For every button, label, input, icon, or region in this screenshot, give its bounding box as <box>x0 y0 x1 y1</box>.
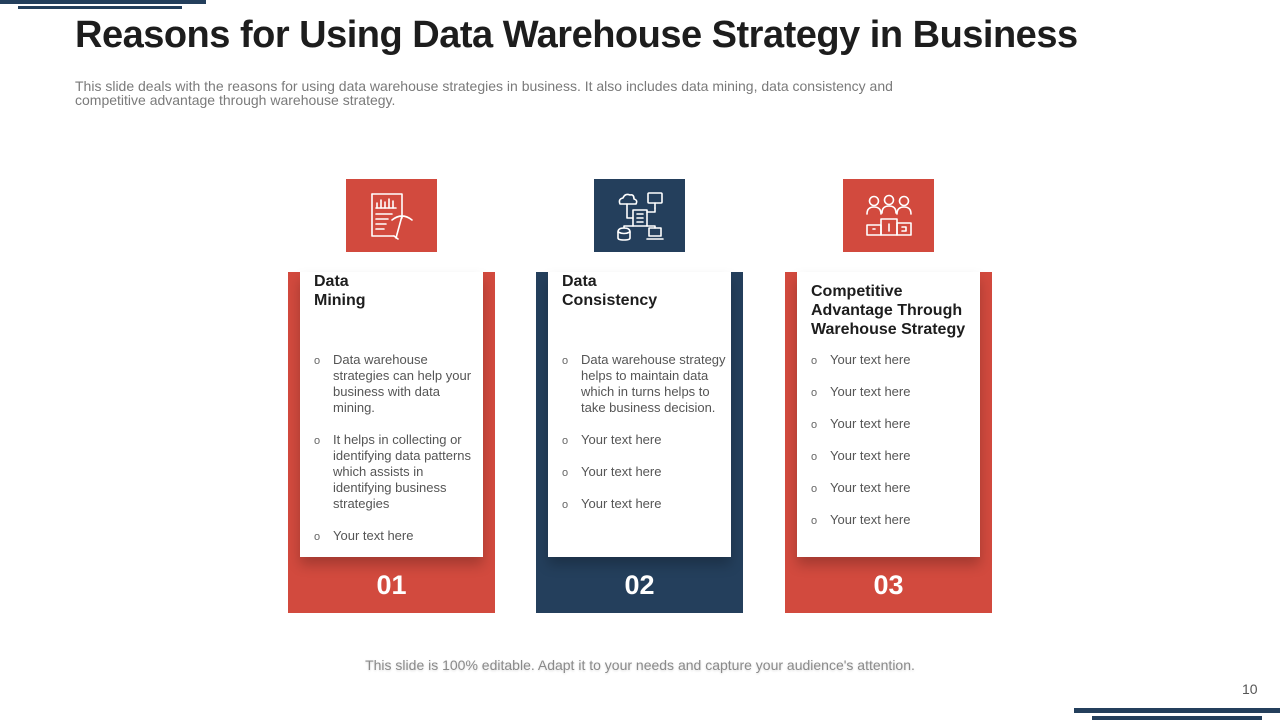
bullet-marker: o <box>562 499 569 511</box>
bullet-marker: o <box>811 419 818 431</box>
data-mining-icon-box <box>346 179 437 252</box>
list-item: o Your text here <box>811 416 977 432</box>
bullet-marker: o <box>811 451 818 463</box>
page-number: 10 <box>1242 681 1258 697</box>
card-number: 02 <box>624 570 655 600</box>
bullet-text: Your text here <box>333 528 414 543</box>
bullet-text: Your text here <box>581 464 662 479</box>
bullet-text: Your text here <box>581 496 662 511</box>
card-title-line: Data Mining <box>314 273 366 309</box>
bullet-text: It helps in collecting or identifying da… <box>333 432 472 511</box>
bottom-decoration-bar <box>1092 716 1262 720</box>
list-item: o Your text here <box>811 512 977 528</box>
card-title-line: Competitive Advantage Through Warehouse St… <box>811 283 966 338</box>
list-item: o Your text here <box>811 480 977 496</box>
list-item: o Your text here <box>562 496 728 512</box>
bullet-text: Your text here <box>830 480 911 495</box>
bullet-marker: o <box>314 435 321 447</box>
slide-title: Reasons for Using Data Warehouse Strateg… <box>75 14 1078 56</box>
bullet-text: Your text here <box>581 432 662 447</box>
card-body <box>797 272 980 557</box>
bullet-text: Your text here <box>830 384 911 399</box>
bullet-marker: o <box>811 387 818 399</box>
list-item: o Your text here <box>811 448 977 464</box>
top-decoration-bar <box>0 0 206 4</box>
bullet-text: Your text here <box>830 352 911 367</box>
bottom-decoration <box>1074 708 1280 720</box>
bullet-marker: o <box>811 355 818 367</box>
bottom-decoration-bar <box>1074 708 1280 713</box>
bullet-marker: o <box>811 515 818 527</box>
bullet-text: Your text here <box>830 512 911 527</box>
card-title: Data Consistency <box>562 272 732 310</box>
data-mining-icon <box>370 192 413 240</box>
bullet-text: Your text here <box>830 448 911 463</box>
reason-card-3: Competitive Advantage Through Warehouse St… <box>785 272 992 613</box>
card-title-line: Data Consistency <box>562 273 658 309</box>
data-network-icon <box>616 191 664 241</box>
bullet-marker: o <box>562 467 569 479</box>
bullet-marker: o <box>562 355 569 367</box>
bullet-marker: o <box>314 355 321 367</box>
bullet-text: Your text here <box>830 416 911 431</box>
top-decoration <box>0 0 206 9</box>
slide-subtitle: This slide deals with the reasons for us… <box>75 78 893 108</box>
card-bullet-list: o Data warehouse strategies can help your… <box>314 352 480 560</box>
bullet-marker: o <box>562 435 569 447</box>
bullet-text: Data warehouse strategy helps to maintai… <box>581 352 726 415</box>
card-title: Competitive Advantage Through Warehouse St… <box>811 282 981 339</box>
card-number: 03 <box>873 570 904 600</box>
list-item: o Your text here <box>562 432 728 448</box>
team-podium-icon <box>865 194 912 236</box>
list-item: o Your text here <box>811 352 977 368</box>
data-network-icon-box <box>594 179 685 252</box>
bullet-text: Data warehouse strategies can help your … <box>333 352 472 415</box>
card-body <box>300 272 483 557</box>
top-decoration-bar <box>18 6 182 9</box>
card-bullet-list: o Data warehouse strategy helps to mainta… <box>562 352 728 528</box>
card-body <box>548 272 731 557</box>
reason-card-1: Data Mining o Data warehouse strategies ca… <box>288 272 495 613</box>
bullet-marker: o <box>314 531 321 543</box>
card-bullet-list: o Your text here o Your text here o Your te… <box>811 352 977 544</box>
card-number: 01 <box>376 570 407 600</box>
list-item: o Your text here <box>811 384 977 400</box>
list-item: o It helps in collecting or identifying d… <box>314 432 480 512</box>
reason-card-2: Data Consistency o Data warehouse strategy… <box>536 272 743 613</box>
slide-footer-note: This slide is 100% editable. Adapt it to… <box>365 657 915 673</box>
list-item: o Data warehouse strategies can help your… <box>314 352 480 416</box>
list-item: o Data warehouse strategy helps to mainta… <box>562 352 728 416</box>
team-podium-icon-box <box>843 179 934 252</box>
list-item: o Your text here <box>562 464 728 480</box>
list-item: o Your text here <box>314 528 480 544</box>
card-title: Data Mining <box>314 272 484 310</box>
bullet-marker: o <box>811 483 818 495</box>
